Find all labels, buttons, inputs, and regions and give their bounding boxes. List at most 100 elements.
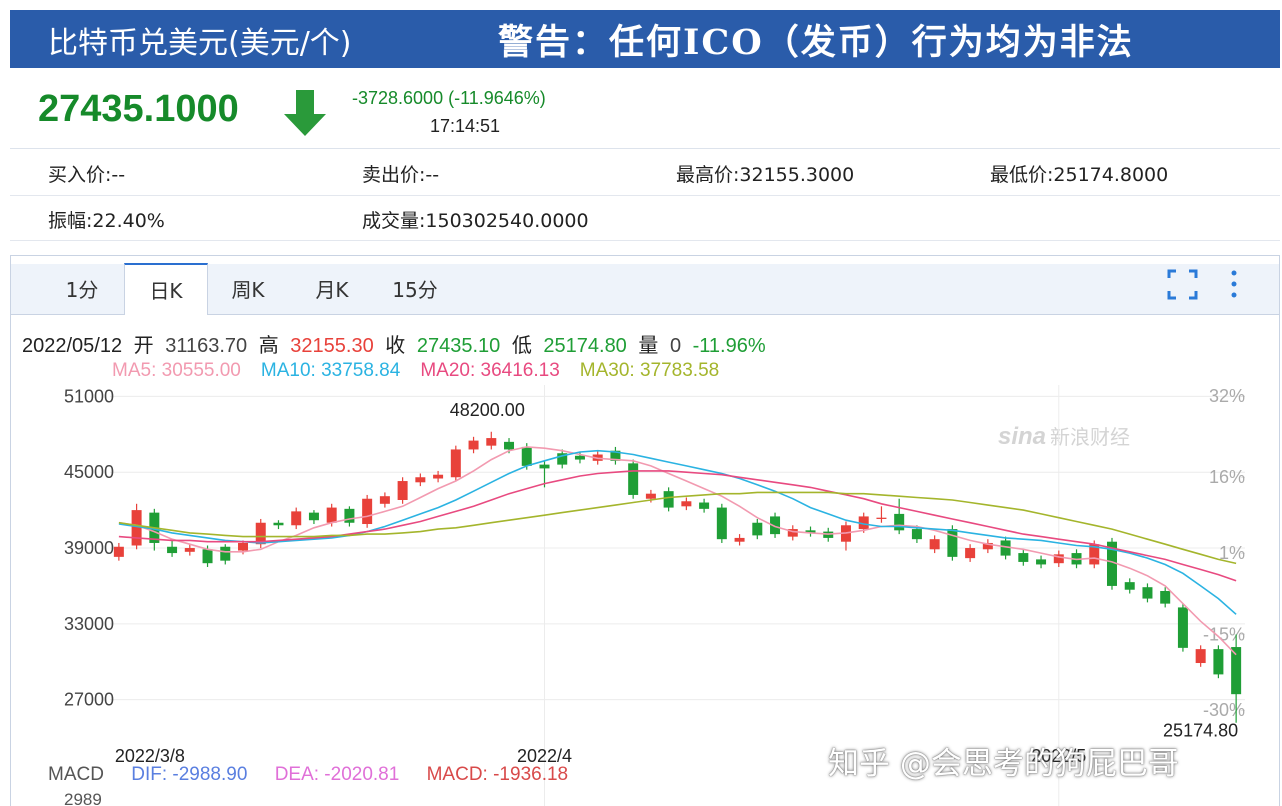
- candle-body: [326, 507, 337, 523]
- candle-body: [539, 464, 550, 469]
- x-tick-label: 2022/4: [517, 746, 572, 766]
- menu-icon: [1231, 281, 1237, 287]
- info-label: 收: [385, 335, 406, 357]
- tab[interactable]: 15分: [392, 278, 438, 302]
- stat: 振幅:22.40%: [48, 210, 165, 232]
- logo: sina: [998, 423, 1046, 450]
- y-tick-label: 33000: [64, 614, 114, 634]
- legend-entry: MA5: 30555.00: [112, 360, 241, 381]
- candle-body: [681, 501, 692, 507]
- chart-panel: [10, 255, 1280, 806]
- tab-bar: [11, 264, 1279, 315]
- candle-body: [273, 522, 284, 526]
- candle-body: [255, 522, 266, 545]
- info-value: 0: [669, 335, 682, 357]
- candle-body: [805, 530, 816, 533]
- y2-tick-label: 1%: [1219, 543, 1245, 563]
- tab[interactable]: 月K: [315, 278, 349, 302]
- y2-tick-label: -15%: [1203, 624, 1245, 644]
- legend: MA5: 30555.00 MA10: 33758.84 MA20: 36416.1…: [112, 360, 739, 382]
- y-tick-label: 51000: [64, 386, 114, 406]
- y2-tick-label: -30%: [1203, 700, 1245, 720]
- candle-body: [699, 502, 710, 509]
- macd-dea: DEA: -2020.81: [274, 764, 400, 785]
- candle-body: [1160, 590, 1171, 604]
- candle-body: [1142, 587, 1153, 599]
- tab[interactable]: 1分: [65, 278, 99, 302]
- down-arrow: [284, 90, 326, 136]
- legend-entry: MA10: 33758.84: [260, 360, 401, 381]
- candle-body: [982, 542, 993, 550]
- toolbar-icons: [1167, 269, 1237, 300]
- candle-body: [486, 438, 497, 446]
- candle-body: [184, 548, 195, 552]
- tab[interactable]: 日K: [124, 263, 208, 315]
- candle-body: [167, 546, 178, 554]
- y2-tick-label: 32%: [1209, 386, 1245, 406]
- candle-body: [610, 450, 621, 461]
- header-bar: [10, 10, 1280, 68]
- candle-body: [787, 529, 798, 537]
- candle-body: [291, 511, 302, 526]
- info-value: 25174.80: [543, 335, 627, 357]
- stat: 卖出价:--: [362, 164, 440, 186]
- price-change: -3728.6000 (-11.9646%): [352, 88, 546, 108]
- y2-tick-label: 16%: [1209, 467, 1245, 487]
- macd-name: MACD: [48, 764, 104, 785]
- candle-body: [1124, 582, 1135, 590]
- candle-body: [645, 493, 656, 499]
- quote-time: 17:14:51: [430, 116, 501, 136]
- candle-body: [574, 455, 585, 460]
- candle-body: [504, 441, 515, 450]
- candle-body: [663, 491, 674, 508]
- candle-body: [1018, 553, 1029, 562]
- menu-icon[interactable]: [1231, 270, 1237, 276]
- candle-body: [220, 546, 231, 561]
- quote-box: [10, 78, 1280, 149]
- tab[interactable]: 周K: [231, 278, 265, 302]
- candle-body: [1089, 544, 1100, 565]
- candle-body: [894, 513, 905, 531]
- stat: 成交量:150302540.0000: [362, 210, 589, 232]
- candle-body: [1213, 649, 1224, 675]
- arrow-icon: [284, 90, 326, 136]
- candle-body: [929, 539, 940, 550]
- info-value: 31163.70: [165, 335, 248, 357]
- fullscreen-icon[interactable]: [1167, 269, 1198, 300]
- candle-body: [131, 510, 142, 546]
- x-tick-label: 2022/5: [1031, 746, 1086, 766]
- y-tick-label: 45000: [64, 462, 114, 482]
- candle-body: [379, 496, 390, 504]
- info-value: 27435.10: [416, 335, 501, 357]
- ma-line: [118, 470, 1237, 582]
- logo-text: 新浪财经: [1050, 426, 1130, 449]
- macd-dif: DIF: -2988.90: [131, 764, 248, 785]
- info-label: 开: [133, 335, 154, 357]
- annotation: 48200.00: [450, 400, 525, 420]
- candle-body: [628, 463, 639, 495]
- legend-entry: MA20: 36416.13: [420, 360, 560, 381]
- info-change: -11.96%: [692, 335, 766, 357]
- stat: 买入价:--: [48, 164, 126, 186]
- ma-line: [118, 491, 1237, 565]
- candle-body: [770, 516, 781, 535]
- candle-body: [965, 548, 976, 559]
- warning: 警告：任何ICO（发币）行为均为非法: [498, 22, 1134, 63]
- macd-value: MACD: -1936.18: [426, 764, 569, 785]
- candle-body: [433, 474, 444, 479]
- candle-body: [521, 446, 532, 466]
- candle-body: [1053, 554, 1064, 564]
- info-line: 2022/05/12 开 31163.70 高 32155.30 收 27435…: [22, 329, 772, 358]
- divider: [10, 240, 1280, 241]
- candle-body: [734, 537, 745, 542]
- candle-body: [397, 481, 408, 500]
- candle-body: [238, 542, 249, 551]
- candle-body: [450, 449, 461, 478]
- info-date: 2022/05/12: [22, 335, 123, 357]
- candle-body: [202, 549, 213, 564]
- watermark: 知乎 @会思考的狗屁巴哥: [828, 746, 1179, 782]
- candle-body: [911, 529, 922, 540]
- legend-entry: MA30: 37783.58: [579, 360, 720, 381]
- info-label: 低: [511, 335, 532, 357]
